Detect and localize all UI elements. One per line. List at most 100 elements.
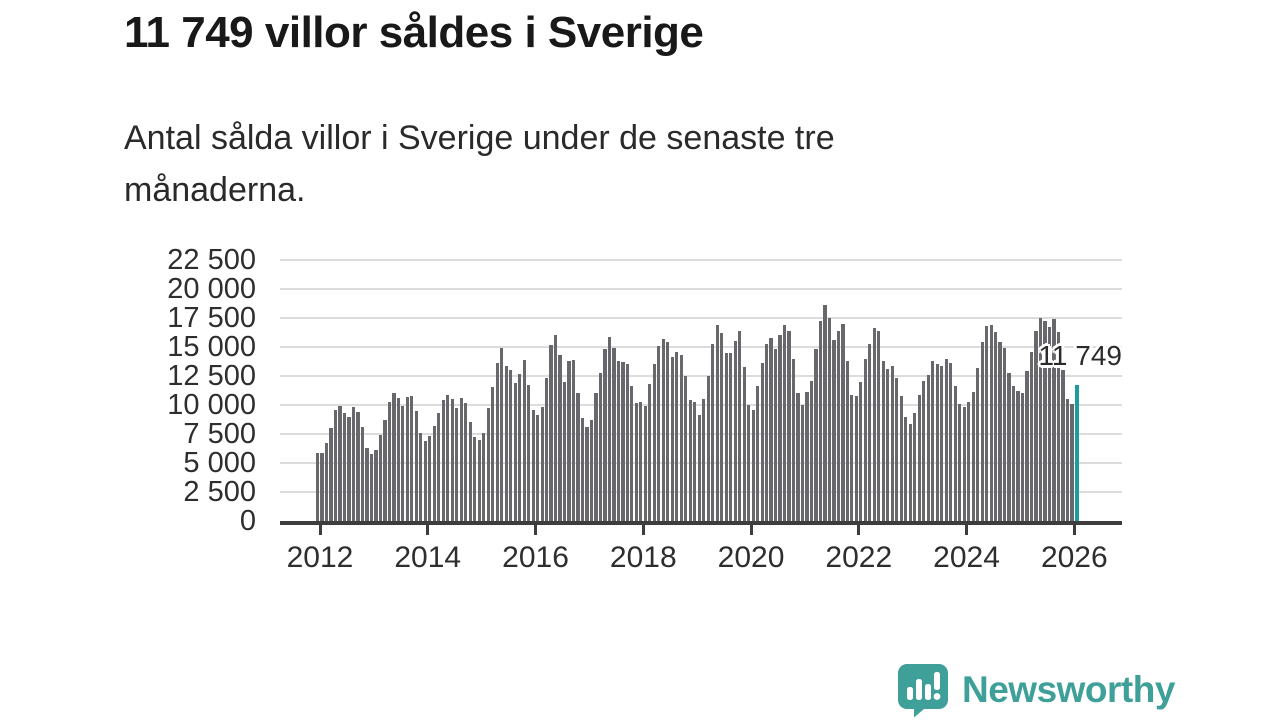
x-axis-tick-label: 2018 [609,541,677,574]
bar [890,365,894,521]
bar [859,381,863,521]
bar [414,410,418,521]
bar [567,361,571,521]
x-axis-tick [1072,521,1076,535]
bar [872,328,876,521]
gridline [280,317,1122,319]
bar [913,413,917,521]
bar [657,345,661,521]
bar [895,378,899,521]
y-axis-tick-label: 20 000 [167,273,256,305]
bar [738,330,742,521]
bar [832,340,836,521]
bar [419,432,423,521]
bar [765,343,769,521]
highlight-bar-latest [1074,384,1079,521]
bar [643,406,647,521]
bar [504,365,508,521]
bar [387,401,392,521]
bar [1052,319,1056,521]
newsworthy-logo: Newsworthy [897,663,1175,717]
bar [899,396,903,521]
bar [464,402,468,521]
bar [392,393,396,521]
bar [1061,370,1065,521]
bar [580,418,585,521]
y-axis-tick-label: 22 500 [167,244,256,276]
bar [836,330,841,521]
newsworthy-icon [898,664,948,717]
bar [702,398,706,521]
bar [589,420,594,521]
bar [1070,403,1074,521]
gridline [280,259,1122,261]
bar [989,324,993,521]
bar [594,393,598,521]
bar [603,349,607,521]
bar [778,335,782,521]
bar [962,407,966,521]
bar [971,392,975,521]
bar [459,398,463,521]
bar [773,349,778,521]
bar [993,331,998,521]
x-axis-tick [318,521,322,535]
bar [482,433,486,521]
gridline [280,375,1122,377]
bar [998,342,1002,521]
bar [612,347,616,521]
bar [679,355,683,521]
bar [333,409,338,521]
bar [886,369,890,521]
bar [693,401,697,521]
bar [850,394,854,521]
bar [733,341,737,521]
bar [845,360,849,521]
x-axis-tick-label: 2016 [502,541,569,574]
bar [711,343,715,521]
bar [540,406,544,521]
bar [1007,372,1011,521]
bar [585,427,589,521]
bar [675,351,679,521]
bar [720,333,724,521]
x-axis-tick-label: 2022 [825,541,893,574]
newsworthy-wordmark: Newsworthy [962,669,1175,710]
bar [491,386,495,521]
bar [827,318,832,521]
bar [841,323,845,521]
bar [423,440,427,521]
bar [473,436,477,521]
bar [549,345,553,521]
bar [571,359,576,521]
bar [782,324,787,521]
bar [706,376,710,521]
bar [697,415,701,521]
bar [360,427,365,521]
bar [338,406,342,521]
chart-subtitle: Antal sålda villor i Sverige under de se… [124,119,835,209]
bar [791,358,796,521]
y-axis-tick-label: 17 500 [167,302,256,334]
bar [553,335,558,521]
y-axis-tick-label: 15 000 [167,331,256,363]
gridline [280,462,1122,464]
bar [724,352,728,521]
bar [796,393,800,521]
bar [953,386,957,521]
bar [931,360,935,521]
bar [814,349,818,521]
bar [904,416,908,521]
bar [756,386,760,521]
bar [544,378,549,521]
bar [809,380,814,521]
bar [495,363,499,521]
bar [729,352,733,521]
bar [1047,327,1052,521]
bar [531,409,535,521]
bar [742,366,746,521]
x-axis-tick [749,521,753,535]
bar [446,394,450,521]
bar [410,395,414,521]
bar [958,403,962,521]
